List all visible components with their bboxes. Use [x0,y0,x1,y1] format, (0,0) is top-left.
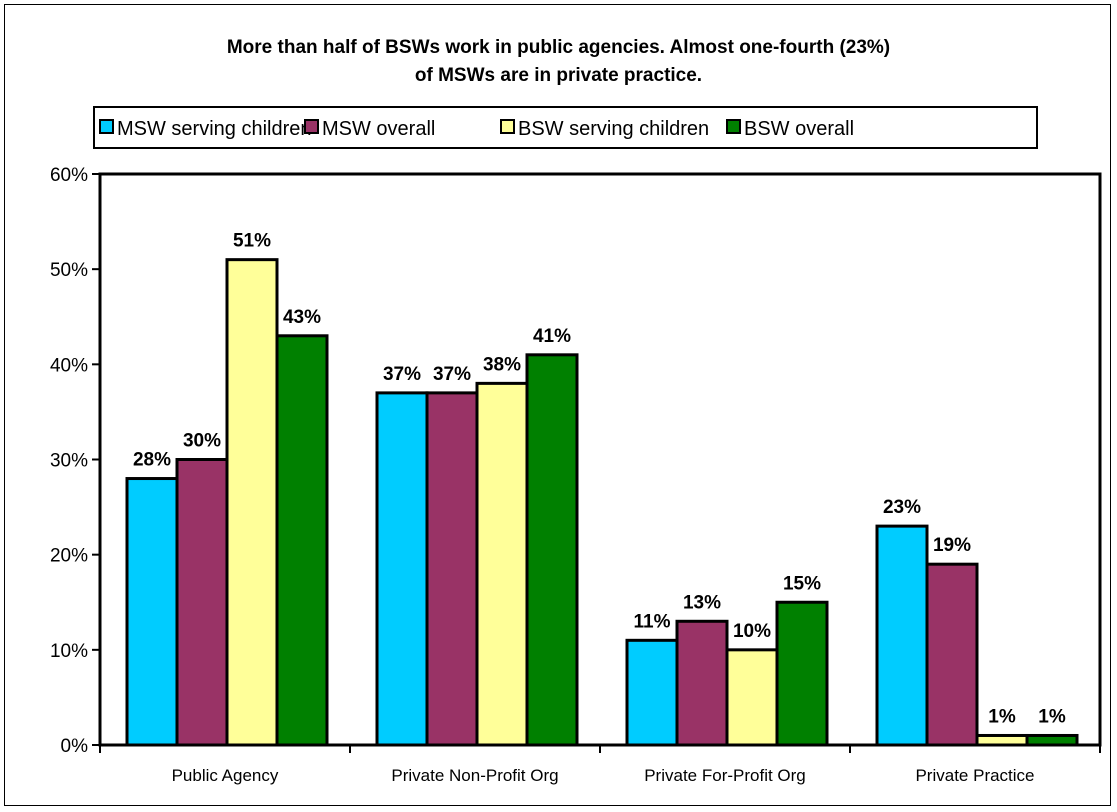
data-label: 37% [383,364,421,385]
bar [625,638,679,747]
y-tick-label: 0% [61,736,89,757]
x-category-label: Private For-Profit Org [644,766,806,785]
y-tick-label: 10% [50,641,88,662]
bar [525,353,579,747]
bar [975,733,1029,747]
chart-title-line-2: of MSWs are in private practice. [414,65,703,86]
legend: MSW serving children MSW overall BSW servi… [93,106,1038,149]
legend-label: MSW overall [322,118,435,140]
y-tick-label: 50% [50,260,88,281]
y-tick-label: 60% [50,165,88,186]
bar [1025,733,1079,747]
y-tick-label: 20% [50,546,88,567]
y-tick-label: 40% [50,355,88,376]
data-label: 38% [483,354,521,375]
data-label: 41% [533,326,571,347]
legend-swatch [726,119,741,134]
x-category-label: Private Non-Profit Org [391,766,558,785]
bar [725,648,779,747]
legend-label: BSW serving children [518,118,709,140]
data-label: 10% [733,621,771,642]
legend-box [93,106,1038,149]
data-label: 15% [783,573,821,594]
data-label: 37% [433,364,471,385]
data-label: 43% [283,307,321,328]
chart-title: More than half of BSWs work in public ag… [0,34,1117,90]
x-category-label: Public Agency [172,766,279,785]
chart-title-line-1: More than half of BSWs work in public ag… [226,37,891,58]
bar [225,258,279,747]
bar [775,600,829,747]
legend-swatch [304,119,319,134]
data-label: 13% [683,592,721,613]
legend-swatch [500,119,515,134]
data-label: 1% [988,706,1016,727]
bar [175,458,229,747]
y-tick-label: 30% [50,451,88,472]
data-label: 11% [634,611,671,632]
bar [275,334,329,747]
bar [925,562,979,747]
bar [875,524,929,747]
data-label: 51% [233,231,271,252]
bar [125,477,179,747]
data-label: 30% [183,431,221,452]
bar [375,391,429,747]
legend-label: BSW overall [744,118,854,140]
bar [475,381,529,747]
bar [425,391,479,747]
x-category-label: Private Practice [915,766,1034,785]
data-label: 23% [883,497,921,518]
bar [675,619,729,747]
data-label: 1% [1038,706,1066,727]
legend-swatch [99,119,114,134]
plot-area: 0% 10% 20% 30% 40% 50% 60% Public Agency 28% 30% 5… [50,165,1102,785]
legend-label: MSW serving children [117,118,312,140]
data-label: 19% [933,535,971,556]
data-label: 28% [133,450,171,471]
